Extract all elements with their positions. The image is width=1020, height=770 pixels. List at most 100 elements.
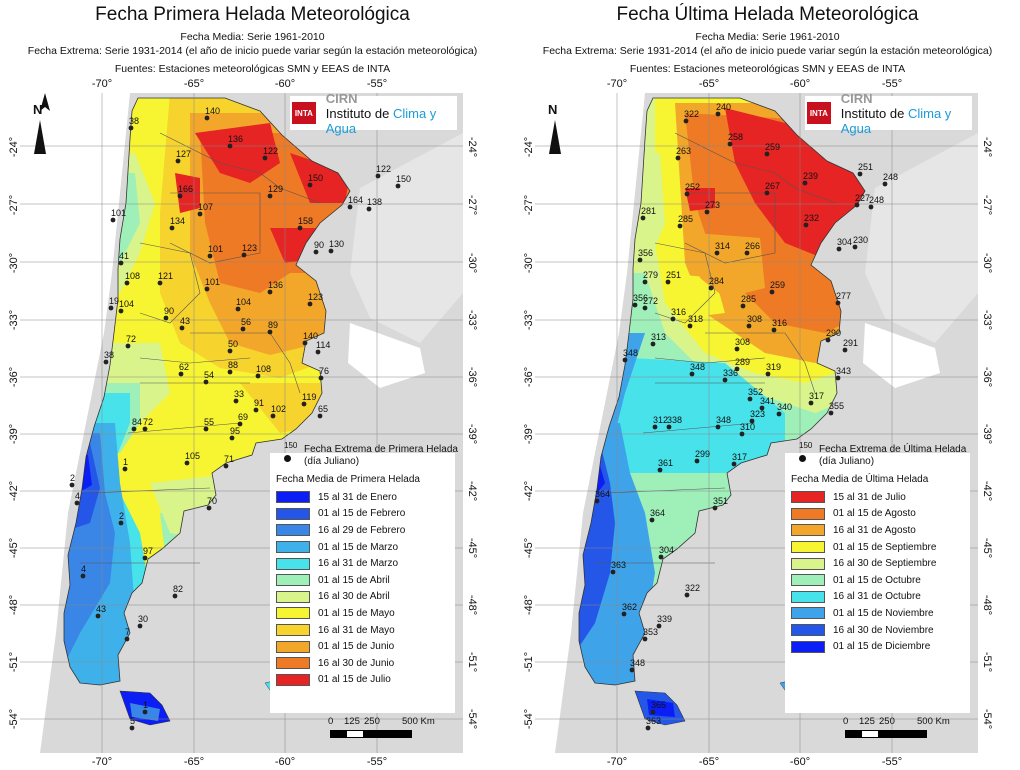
lat-label: -48° xyxy=(981,594,994,616)
lat-label: -54° xyxy=(8,708,21,730)
station-value: 304 xyxy=(659,545,674,555)
station-dot xyxy=(652,424,658,430)
station-dot xyxy=(142,426,148,432)
legend-swatch xyxy=(276,607,310,620)
station-value: 122 xyxy=(263,146,278,156)
lat-label: -33° xyxy=(8,309,21,331)
station-value: 105 xyxy=(185,451,200,461)
institute-highlight: Clima y Agua xyxy=(325,105,437,136)
legend-label: 15 al 31 de Enero xyxy=(318,491,397,503)
station-value: 353 xyxy=(643,627,658,637)
station-value: 348 xyxy=(630,658,645,668)
station-dot xyxy=(642,279,648,285)
lon-label-top: -65° xyxy=(183,78,205,90)
subtitle-extreme: Fecha Extrema: Serie 1931-2014 (el año d… xyxy=(542,45,993,57)
north-arrow-label: N xyxy=(548,102,558,117)
station-value: 76 xyxy=(319,366,329,376)
station-value: 108 xyxy=(256,364,271,374)
legend-swatch xyxy=(791,524,825,537)
station-dot xyxy=(131,426,137,432)
station-value: 101 xyxy=(205,277,220,287)
station-dot xyxy=(825,337,831,343)
station-dot xyxy=(118,520,124,526)
station-value: 290 xyxy=(826,328,841,338)
station-dot xyxy=(240,326,246,332)
lon-label-bottom: -70° xyxy=(606,756,628,768)
lat-label: -51° xyxy=(981,651,994,673)
station-dot xyxy=(267,193,273,199)
legend-label: 01 al 15 de Febrero xyxy=(318,508,406,520)
legend-swatch xyxy=(276,557,310,570)
station-value: 348 xyxy=(716,415,731,425)
mean-date-legend: Fecha Media de Primera Helada 15 al 31 d… xyxy=(276,474,420,688)
station-value: 69 xyxy=(238,412,248,422)
station-value: 362 xyxy=(622,602,637,612)
station-dot xyxy=(241,252,247,258)
inta-logo: INTA xyxy=(807,102,831,124)
station-dot xyxy=(802,180,808,186)
station-dot xyxy=(808,400,814,406)
legend-label: 01 al 15 de Septiembre xyxy=(833,541,937,553)
station-value: 356 xyxy=(638,248,653,258)
map-title: Fecha Última Helada Meteorológica xyxy=(616,4,919,25)
lat-label: -24° xyxy=(981,136,994,158)
station-value: 107 xyxy=(198,202,213,212)
north-arrow-label: N xyxy=(33,102,43,117)
legend-label: 01 al 15 de Julio xyxy=(318,674,391,686)
lat-label: -24° xyxy=(466,136,479,158)
station-value: 127 xyxy=(176,149,191,159)
station-dot xyxy=(227,369,233,375)
station-value: 119 xyxy=(302,392,316,402)
station-dot xyxy=(642,636,648,642)
lat-label: -30° xyxy=(981,252,994,274)
station-value: 259 xyxy=(765,142,780,152)
station-value: 277 xyxy=(836,291,851,301)
station-dot xyxy=(395,183,401,189)
station-dot xyxy=(835,300,841,306)
legend-label: 16 al 30 de Septiembre xyxy=(833,558,937,570)
station-dot xyxy=(650,709,656,715)
station-dot xyxy=(328,248,334,254)
subtitle-sources: Fuentes: Estaciones meteorológicas SMN y… xyxy=(114,63,391,75)
lat-label: -33° xyxy=(523,309,536,331)
station-dot xyxy=(658,554,664,560)
station-dot xyxy=(642,305,648,311)
lat-label: -27° xyxy=(466,194,479,216)
station-dot xyxy=(307,182,313,188)
station-value: 43 xyxy=(96,604,106,614)
last-frost-panel: Fecha Última Helada Meteorológica Fecha … xyxy=(515,0,1020,770)
station-value: 54 xyxy=(204,370,214,380)
station-dot xyxy=(771,327,777,333)
north-arrow-icon xyxy=(34,120,46,154)
extreme-label: Fecha Extrema de Primera Helada xyxy=(304,444,458,455)
station-value: 89 xyxy=(268,320,278,330)
legend-swatch xyxy=(276,491,310,504)
lat-label: -36° xyxy=(981,366,994,388)
station-dot xyxy=(235,306,241,312)
station-value: 258 xyxy=(728,132,743,142)
station-dot xyxy=(649,517,655,523)
station-dot xyxy=(118,260,124,266)
station-value: 338 xyxy=(667,415,682,425)
station-value: 129 xyxy=(268,184,283,194)
station-value: 289 xyxy=(735,357,750,367)
station-value: 5 xyxy=(130,716,135,726)
lat-label: -51° xyxy=(523,651,536,673)
lat-label: -48° xyxy=(466,594,479,616)
legend-item: 01 al 15 de Junio xyxy=(276,638,420,655)
station-dot xyxy=(347,204,353,210)
station-value: 239 xyxy=(803,171,818,181)
station-value: 50 xyxy=(228,339,238,349)
legend-item: 01 al 15 de Abril xyxy=(276,572,420,589)
legend-swatch xyxy=(791,590,825,603)
legend-swatch xyxy=(276,640,310,653)
lat-label: -30° xyxy=(8,252,21,274)
station-dot xyxy=(656,623,662,629)
station-value: 108 xyxy=(125,271,140,281)
station-value: 272 xyxy=(643,296,658,306)
station-dot xyxy=(764,151,770,157)
station-dot xyxy=(739,431,745,437)
station-value: 4 xyxy=(75,491,80,501)
